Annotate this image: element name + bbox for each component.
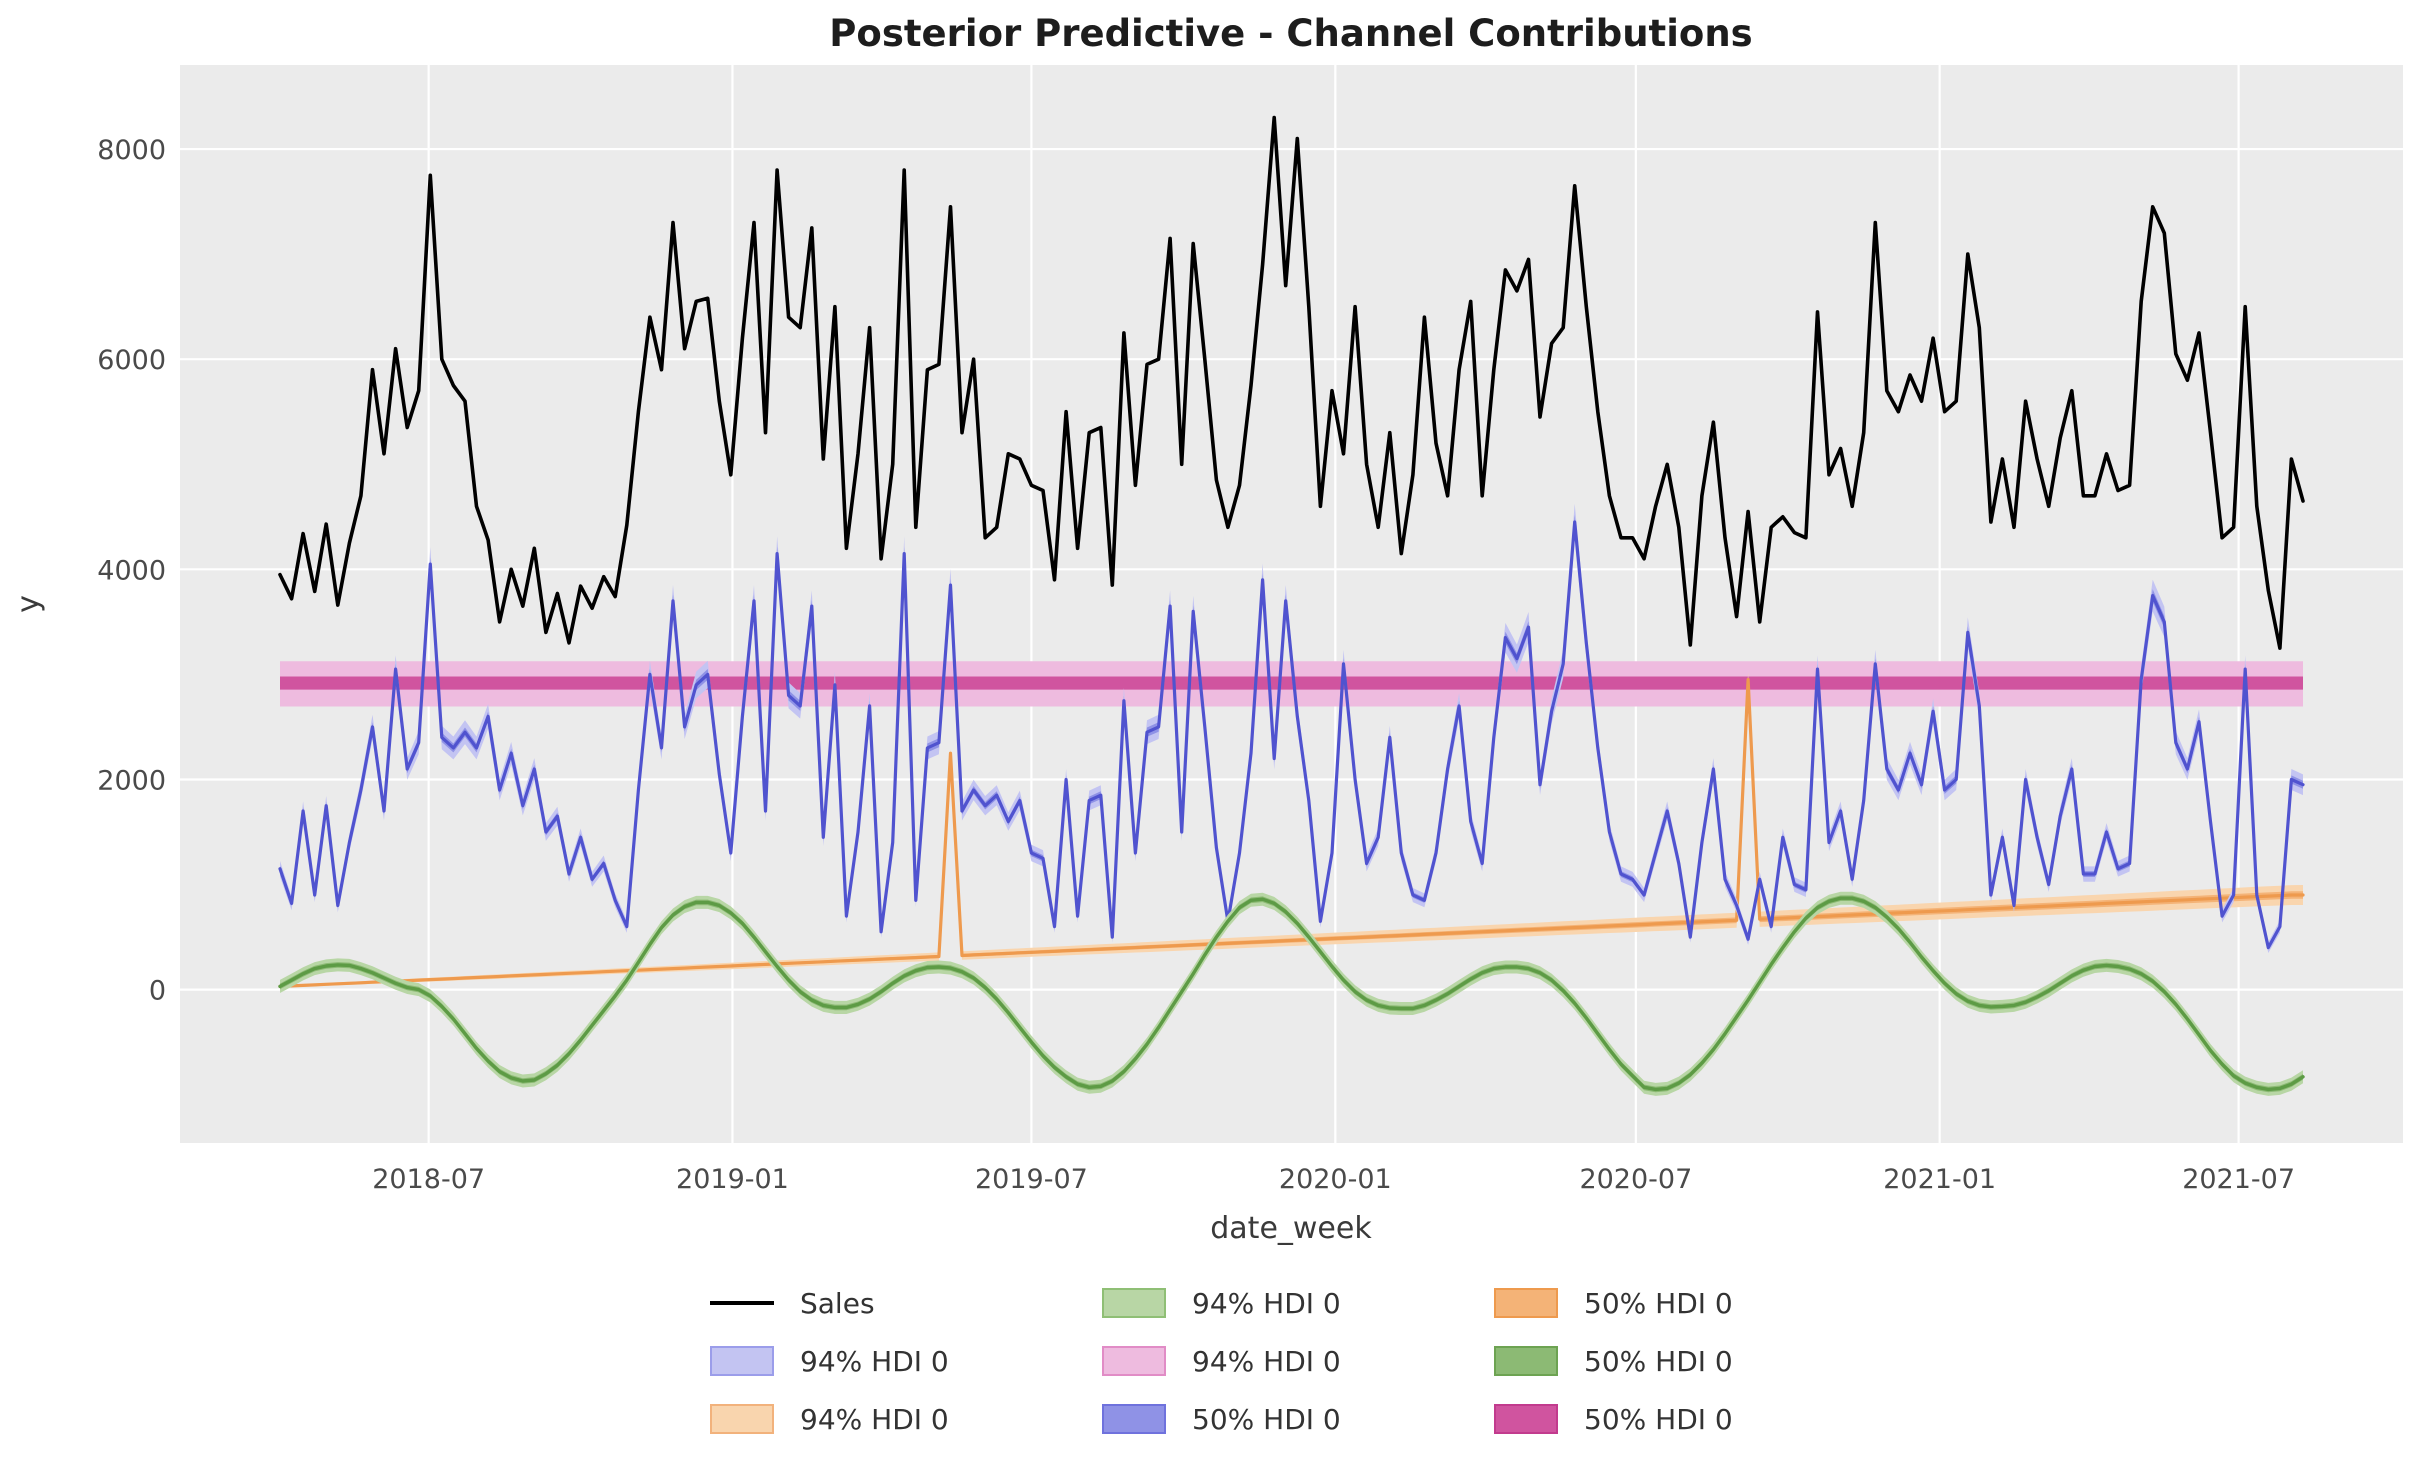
green-94-swatch <box>1102 1288 1166 1318</box>
legend-label: 94% HDI 0 <box>1192 1344 1341 1378</box>
green-seasonality-line <box>278 896 2305 1092</box>
legend-label: 50% HDI 0 <box>1584 1344 1733 1378</box>
legend-label: 50% HDI 0 <box>1584 1286 1733 1320</box>
x-tick: 2020-07 <box>1579 1164 1692 1195</box>
y-tick: 2000 <box>97 765 166 796</box>
y-tick: 6000 <box>97 345 166 376</box>
legend-item-green-50: 50% HDI 0 <box>1494 1340 1886 1382</box>
legend-label: 50% HDI 0 <box>1584 1402 1733 1436</box>
x-tick: 2019-01 <box>676 1164 789 1195</box>
green-50-swatch <box>1494 1346 1558 1376</box>
x-tick: 2021-01 <box>1883 1164 1996 1195</box>
x-tick: 2021-07 <box>2182 1164 2295 1195</box>
legend-item-pink-50: 50% HDI 0 <box>1494 1398 1886 1440</box>
y-axis-label: y <box>11 595 46 613</box>
plot-background <box>180 65 2403 1143</box>
blue-94-swatch <box>710 1346 774 1376</box>
sales-line <box>278 115 2305 650</box>
series-layer <box>278 115 2305 1096</box>
x-tick: 2018-07 <box>372 1164 485 1195</box>
legend-label: 94% HDI 0 <box>800 1344 949 1378</box>
legend-label: Sales <box>800 1286 875 1320</box>
x-tick-labels: 2018-07 2019-01 2019-07 2020-01 2020-07 … <box>372 1164 2295 1195</box>
y-tick: 8000 <box>97 135 166 166</box>
x-tick: 2019-07 <box>975 1164 1088 1195</box>
gridlines <box>180 65 2403 1143</box>
x-tick: 2020-01 <box>1279 1164 1392 1195</box>
pink-50-swatch <box>1494 1404 1558 1434</box>
y-tick-labels: 0 2000 4000 6000 8000 <box>97 135 166 1007</box>
legend-label: 94% HDI 0 <box>1192 1286 1341 1320</box>
orange-50-swatch <box>1494 1288 1558 1318</box>
legend-item-blue-50: 50% HDI 0 <box>1102 1398 1494 1440</box>
blue-50-swatch <box>1102 1404 1166 1434</box>
y-tick: 0 <box>149 976 166 1007</box>
y-tick: 4000 <box>97 555 166 586</box>
legend-item-blue-94: 94% HDI 0 <box>710 1340 1102 1382</box>
blue-contribution-line <box>278 520 2305 950</box>
chart-title: Posterior Predictive - Channel Contribut… <box>829 12 1752 55</box>
legend-item-green-94: 94% HDI 0 <box>1102 1282 1494 1324</box>
sales-line-swatch <box>710 1301 774 1305</box>
legend-item-orange-94: 94% HDI 0 <box>710 1398 1102 1440</box>
orange-trend-line <box>278 678 2305 988</box>
pink-94-swatch <box>1102 1346 1166 1376</box>
legend-item-orange-50: 50% HDI 0 <box>1494 1282 1886 1324</box>
orange-94-swatch <box>710 1404 774 1434</box>
legend-item-pink-94: 94% HDI 0 <box>1102 1340 1494 1382</box>
legend-label: 50% HDI 0 <box>1192 1402 1341 1436</box>
legend: Sales 94% HDI 0 50% HDI 0 94% HDI 0 94% … <box>710 1282 1886 1440</box>
legend-item-sales: Sales <box>710 1282 1102 1324</box>
legend-label: 94% HDI 0 <box>800 1402 949 1436</box>
pink-50-hdi-band <box>280 676 2303 690</box>
x-axis-label: date_week <box>1210 1211 1372 1246</box>
